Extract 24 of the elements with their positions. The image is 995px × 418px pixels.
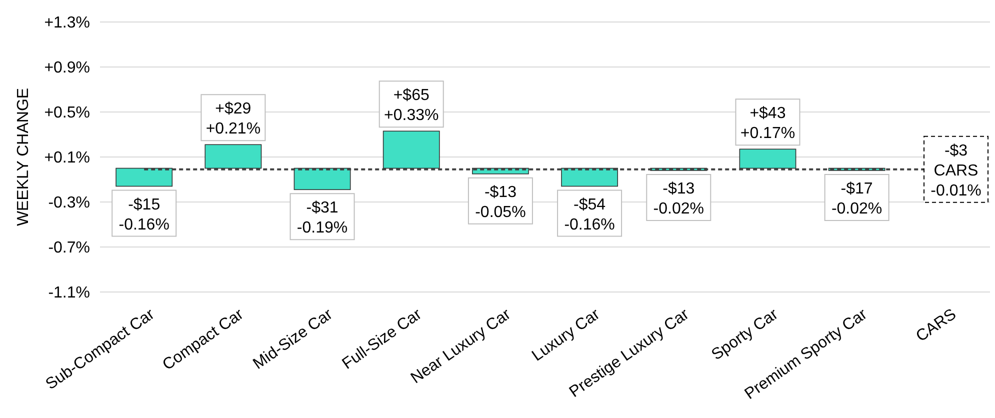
data-label: -$13 -0.05%	[475, 184, 526, 221]
bar	[116, 168, 173, 187]
bar	[739, 148, 796, 169]
data-label: -$17 -0.02%	[831, 180, 882, 218]
y-axis-title: WEEKLY CHANGE	[15, 88, 32, 226]
data-label: +$65 +0.33%	[384, 87, 439, 124]
bar	[382, 130, 440, 169]
y-tick-label: +1.3%	[44, 14, 90, 32]
data-label: -$54 -0.16%	[564, 196, 615, 234]
y-tick-label: -0.3%	[48, 194, 90, 212]
data-label: -$31 -0.19%	[296, 200, 348, 237]
y-tick-label: +0.5%	[44, 104, 90, 122]
bar	[294, 168, 351, 190]
bar	[204, 144, 262, 169]
y-tick-label: -0.7%	[48, 240, 90, 257]
data-label: +$29 +0.21%	[206, 100, 261, 138]
y-tick-label: +0.1%	[44, 150, 90, 167]
data-label: -$13 -0.02%	[653, 180, 704, 218]
ref-line-label: -$3 CARS -0.01%	[930, 142, 982, 200]
data-label: -$15 -0.16%	[118, 196, 170, 234]
bar	[561, 168, 618, 187]
y-tick-label: +0.9%	[44, 60, 90, 77]
y-tick-label: -1.1%	[48, 284, 90, 302]
data-label: +$43 +0.17%	[740, 105, 796, 142]
